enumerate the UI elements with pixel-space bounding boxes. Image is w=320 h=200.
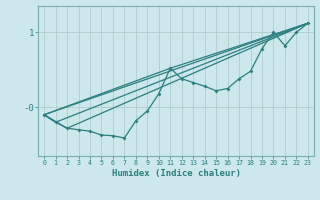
X-axis label: Humidex (Indice chaleur): Humidex (Indice chaleur) xyxy=(111,169,241,178)
